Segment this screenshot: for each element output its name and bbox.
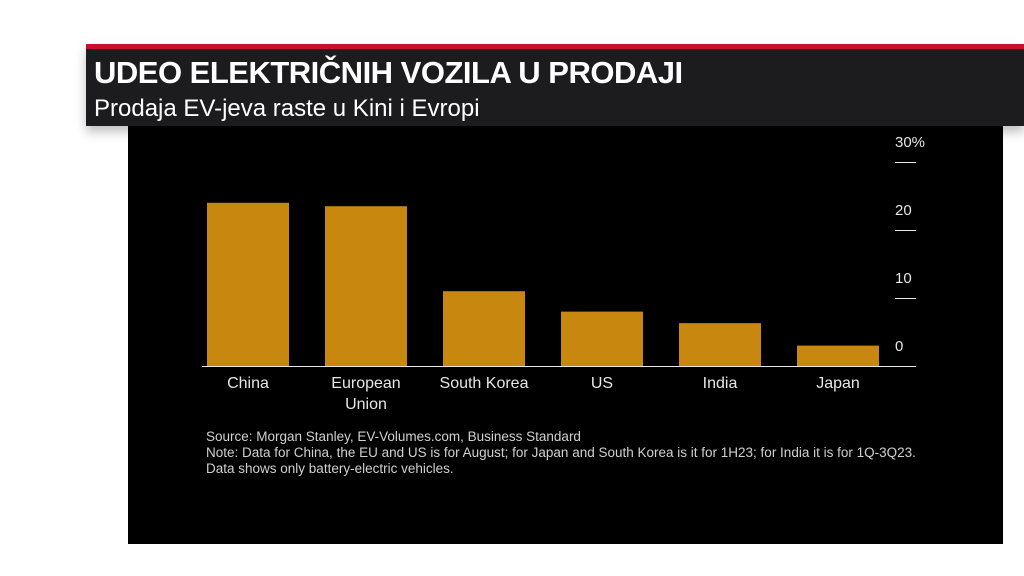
page-title: UDEO ELEKTRIČNIH VOZILA U PRODAJI [94,55,683,90]
category-label: China [227,375,269,392]
category-label: South Korea [440,375,529,392]
data-note: Note: Data for China, the EU and US is f… [206,445,916,476]
chart-panel: China European Union South Korea US India Japa… [128,126,1003,544]
bar-india [679,323,761,366]
bar-japan [797,345,879,366]
source-note: Source: Morgan Stanley, EV-Volumes.com, … [206,429,581,444]
page-subtitle: Prodaja EV-jeva raste u Kini i Evropi [94,95,480,122]
category-label: European [331,375,400,392]
category-label: Union [345,396,387,413]
bar-chart: China European Union South Korea US India Japa… [202,134,925,413]
category-label: Japan [816,375,860,392]
bar-south-korea [443,291,525,366]
y-tick-label: 30% [895,134,925,151]
header-bar: UDEO ELEKTRIČNIH VOZILA U PRODAJI Prodaj… [86,44,1024,126]
y-tick-label: 20 [895,202,912,219]
bar-us [561,311,643,366]
y-tick-label: 0 [895,338,903,355]
category-label: US [591,375,613,392]
bar-china [207,202,289,366]
category-label: India [703,375,738,392]
y-tick-label: 10 [895,270,912,287]
bar-european-union [325,206,407,366]
chart-notes: Source: Morgan Stanley, EV-Volumes.com, … [206,429,946,477]
